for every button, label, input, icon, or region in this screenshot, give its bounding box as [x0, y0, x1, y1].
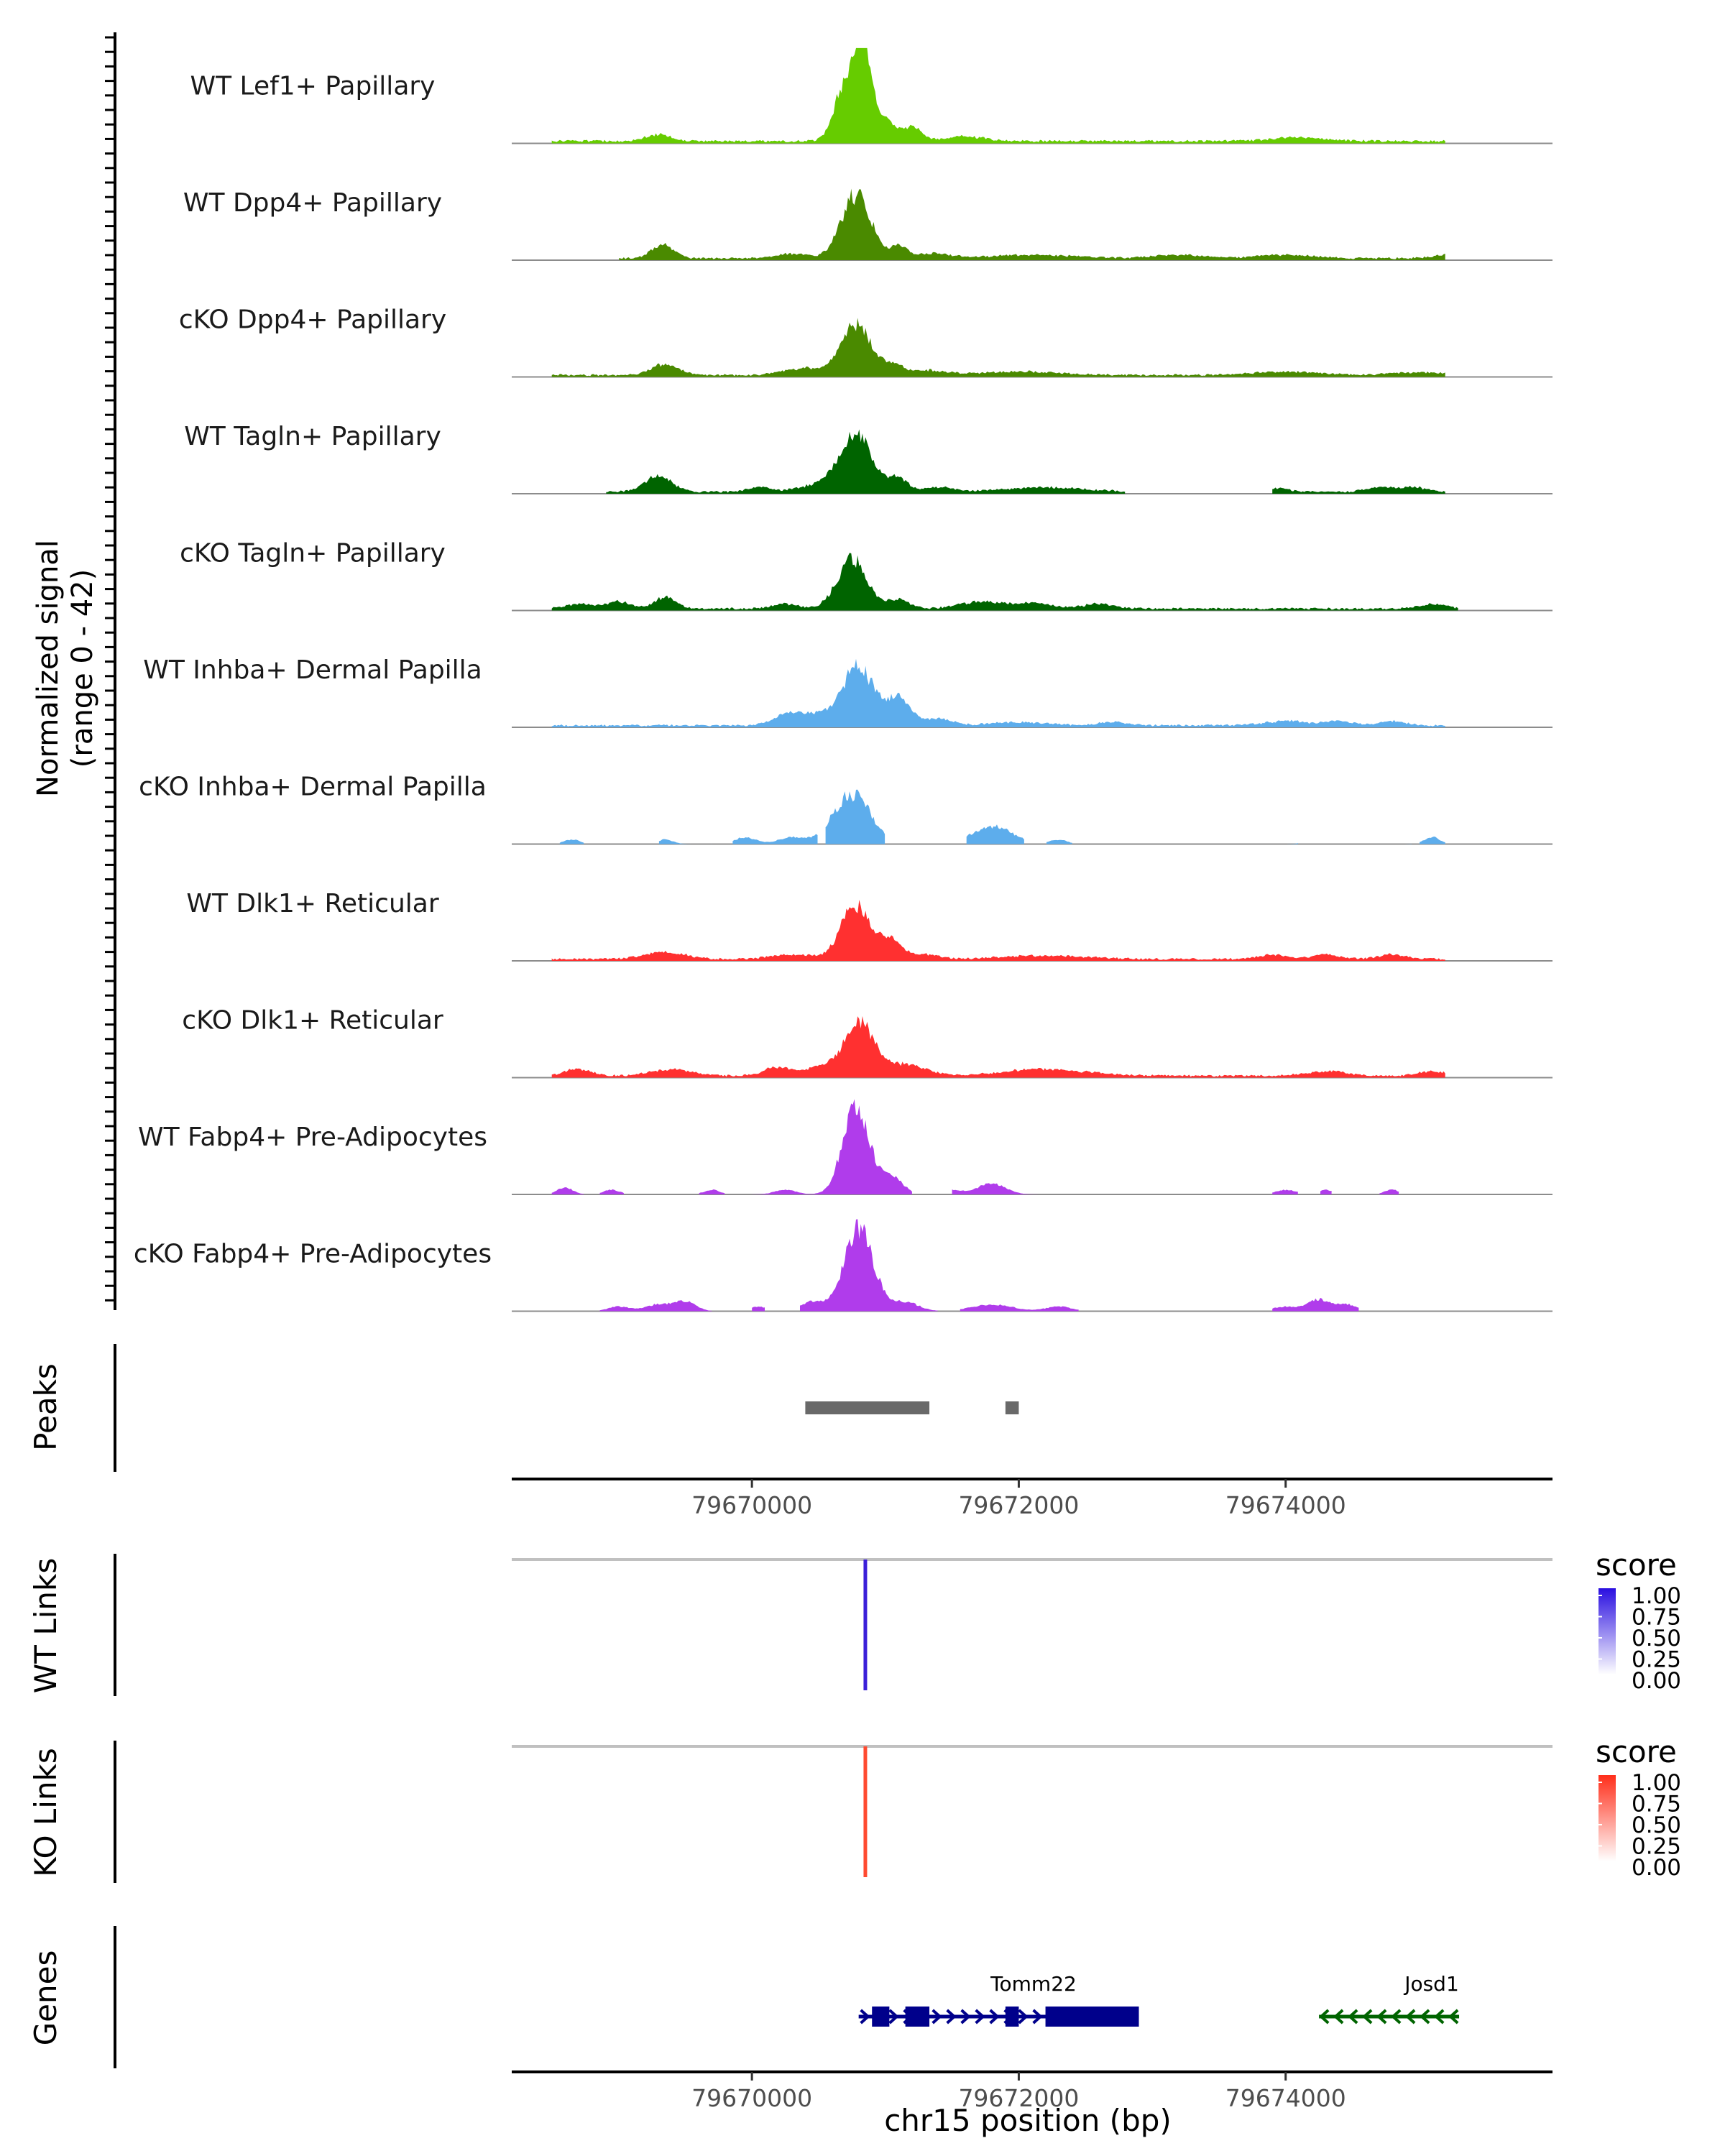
gene-model: Tomm22 [858, 1972, 1139, 2027]
legend-label: 0.00 [1632, 1668, 1681, 1694]
gene-strand-arrow [960, 2009, 971, 2024]
coverage-track-label: cKO Inhba+ Dermal Papilla [139, 773, 487, 802]
legend-label: 1.00 [1632, 1770, 1681, 1796]
coverage-track-label: cKO Dpp4+ Papillary [179, 305, 446, 335]
peaks-label: Peaks [28, 1363, 63, 1451]
gene-strand-arrow [1376, 2009, 1387, 2024]
legend-label: 0.50 [1632, 1812, 1681, 1838]
coverage-signal-area [551, 47, 1445, 144]
gene-strand-arrow [1391, 2009, 1402, 2024]
gene-strand-arrow [1434, 2009, 1445, 2024]
coverage-track: WT Tagln+ Papillary [184, 422, 1552, 494]
gene-strand-arrow [989, 2009, 1000, 2024]
coverage-track: cKO Fabp4+ Pre-Adipocytes [134, 1219, 1552, 1312]
links-label: KO Links [28, 1748, 63, 1877]
gene-model: Josd1 [1319, 1972, 1460, 2024]
coverage-track: WT Dlk1+ Reticular [186, 889, 1552, 962]
genes-label: Genes [28, 1950, 63, 2046]
legend-label: 0.25 [1632, 1647, 1681, 1673]
legend-label: 0.25 [1632, 1834, 1681, 1860]
coverage-signal-area [551, 1015, 1445, 1078]
gene-exon [905, 2007, 930, 2027]
peaks-panel: Peaks [28, 1344, 1019, 1472]
legend-label: 0.50 [1632, 1626, 1681, 1651]
gene-name: Tomm22 [990, 1972, 1077, 1996]
coverage-track: cKO Inhba+ Dermal Papilla [139, 773, 1552, 845]
gene-strand-arrow [860, 2009, 870, 2024]
coverage-signal-area [551, 900, 1445, 961]
coverage-signal-area [559, 789, 1445, 844]
gene-strand-arrow [1405, 2009, 1416, 2024]
coverage-track-label: WT Tagln+ Papillary [184, 422, 441, 451]
x-axis-bottom-tick-label: 79672000 [958, 2084, 1079, 2112]
coverage-track-label: WT Inhba+ Dermal Papilla [143, 655, 482, 685]
coverage-signal-area [551, 1099, 1399, 1194]
x-axis-top-tick-label: 79672000 [958, 1491, 1079, 1519]
coverage-track-label: cKO Tagln+ Papillary [180, 539, 446, 568]
coverage-track-label: WT Fabp4+ Pre-Adipocytes [138, 1123, 487, 1152]
coverage-track-label: cKO Fabp4+ Pre-Adipocytes [134, 1240, 492, 1269]
coverage-y-sublabel: (range 0 - 42) [66, 569, 99, 768]
gene-exon [872, 2007, 890, 2027]
legend-colorbar [1598, 1588, 1616, 1674]
coverage-signal-area [619, 188, 1445, 260]
links-label: WT Links [28, 1558, 63, 1693]
x-axis-label: chr15 position (bp) [884, 2103, 1172, 2138]
coverage-signal-area [551, 318, 1445, 377]
coverage-track-label: WT Lef1+ Papillary [190, 72, 436, 101]
gene-strand-arrow [1448, 2009, 1459, 2024]
legend-title: score [1596, 1547, 1677, 1583]
gene-strand-arrow [1348, 2009, 1358, 2024]
gene-exon [1045, 2007, 1139, 2027]
legend-colorbar [1598, 1775, 1616, 1861]
gene-strand-arrow [946, 2009, 957, 2024]
gene-exon [1005, 2007, 1019, 2027]
peak-region [1005, 1401, 1019, 1414]
legend-title: score [1596, 1734, 1677, 1769]
coverage-track: cKO Dpp4+ Papillary [179, 305, 1552, 378]
gene-strand-arrow [1333, 2009, 1344, 2024]
coverage-track-label: WT Dpp4+ Papillary [183, 188, 442, 218]
gene-strand-arrow [1420, 2009, 1430, 2024]
coverage-panel: WT Lef1+ Papillary WT Dpp4+ Papillary cKO … [105, 32, 1552, 1312]
x-axis-top-tick-label: 79670000 [691, 1491, 812, 1519]
coverage-track: WT Dpp4+ Papillary [183, 188, 1552, 261]
coverage-signal-area [551, 658, 1445, 727]
gene-strand-arrow [1018, 2009, 1029, 2024]
coverage-y-label: Normalized signal [32, 540, 65, 797]
gene-strand-arrow [975, 2009, 985, 2024]
gene-strand-arrow [888, 2009, 899, 2024]
x-axis-top-tick-label: 79674000 [1225, 1491, 1346, 1519]
legend-label: 0.75 [1632, 1792, 1681, 1818]
coverage-signal-area [551, 553, 1458, 611]
legend-label: 0.75 [1632, 1605, 1681, 1631]
genes-panel: Genes Tomm22 Josd1 [28, 1926, 1460, 2068]
peak-region [805, 1401, 930, 1414]
coverage-track: WT Inhba+ Dermal Papilla [143, 655, 1552, 728]
coverage-track-label: cKO Dlk1+ Reticular [182, 1006, 443, 1036]
coverage-track: cKO Dlk1+ Reticular [182, 1006, 1552, 1079]
x-axes: 79670000 79672000 79674000 79670000 79672000… [512, 1478, 1552, 2112]
x-axis-bottom-tick-label: 79670000 [691, 2084, 812, 2112]
gene-strand-arrow [1319, 2009, 1330, 2024]
coverage-track: WT Fabp4+ Pre-Adipocytes [138, 1099, 1552, 1195]
gene-strand-arrow [1362, 2009, 1373, 2024]
coverage-signal-area [599, 1219, 1359, 1312]
coverage-track: WT Lef1+ Papillary [190, 47, 1552, 144]
gene-strand-arrow [1032, 2009, 1043, 2024]
coverage-track: cKO Tagln+ Papillary [180, 539, 1552, 612]
legend-label: 0.00 [1632, 1855, 1681, 1881]
gene-strand-arrow [932, 2009, 942, 2024]
coverage-signal-area [606, 429, 1445, 494]
coverage-track-label: WT Dlk1+ Reticular [186, 889, 438, 918]
gene-name: Josd1 [1403, 1972, 1459, 1996]
legend-label: 1.00 [1632, 1583, 1681, 1609]
x-axis-bottom-tick-label: 79674000 [1225, 2084, 1346, 2112]
